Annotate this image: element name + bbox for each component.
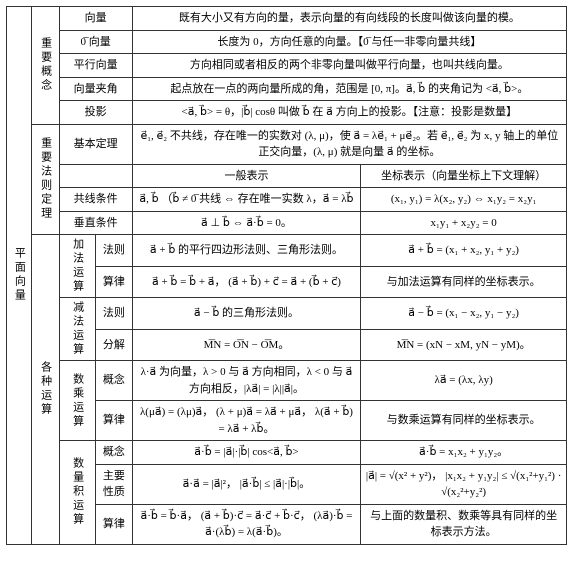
row-head: 概念 (96, 361, 133, 401)
sec1-title: 重要概念 (32, 7, 59, 125)
row-head: 算律 (96, 266, 133, 298)
cell-general: a⃗·a⃗ = |a⃗|²， |a⃗·b⃗| ≤ |a⃗|·|b⃗|。 (132, 464, 361, 504)
sub-title: 减法运算 (59, 298, 96, 361)
cell-coord: a⃗·b⃗ = x₁x₂ + y₁y₂。 (361, 441, 567, 465)
cell-coord: x₁y₁ + x₂y₂ = 0 (361, 211, 567, 235)
cell-coord: 与加法运算有同样的坐标表示。 (361, 266, 567, 298)
col-head-general: 一般表示 (132, 164, 361, 188)
cell-general: a⃗·b⃗ = b⃗·a⃗， (a⃗ + b⃗)·c⃗ = a⃗·c⃗ + b⃗… (132, 504, 361, 544)
cell-coord: 与数乘运算有同样的坐标表示。 (361, 401, 567, 441)
row-text: <a⃗, b⃗> = θ，|b⃗| cosθ 叫做 b⃗ 在 a⃗ 方向上的投影… (132, 101, 566, 125)
cell-general: a⃗ + b⃗ 的平行四边形法则、三角形法则。 (132, 235, 361, 267)
cell-coord: |a⃗| = √(x² + y²)， |x₁x₂ + y₁y₂| ≤ √(x₁²… (361, 464, 567, 504)
cell-coord: a⃗ + b⃗ = (x₁ + x₂, y₁ + y₂) (361, 235, 567, 267)
cell-coord: λa⃗ = (λx, λy) (361, 361, 567, 401)
cell-coord: (x₁, y₁) = λ(x₂, y₂) ⇔ x₁y₂ = x₂y₁ (361, 188, 567, 212)
cell-general: λ·a⃗ 为向量，λ > 0 与 a⃗ 方向相同，λ < 0 与 a⃗ 方向相反… (132, 361, 361, 401)
row-text: 既有大小又有方向的量，表示向量的有向线段的长度叫做该向量的模。 (132, 7, 566, 31)
row-text: 长度为 0，方向任意的向量。【0̅ 与任一非零向量共线】 (132, 30, 566, 54)
row-head: 共线条件 (59, 188, 132, 212)
row-head: 垂直条件 (59, 211, 132, 235)
row-head: 法则 (96, 298, 133, 330)
row-head: 分解 (96, 329, 133, 361)
blank-cell (59, 164, 132, 188)
cell-general: a⃗ ⊥ b⃗ ⇔ a⃗·b⃗ = 0。 (132, 211, 361, 235)
vector-knowledge-table: 平面向量 重要概念 向量 既有大小又有方向的量，表示向量的有向线段的长度叫做该向… (6, 6, 567, 545)
row-head: 投影 (59, 101, 132, 125)
cell-general: a⃗·b⃗ = |a⃗|·|b⃗| cos<a⃗, b⃗> (132, 441, 361, 465)
cell-general: a⃗, b⃗ （b⃗ ≠ 0̅ 共线 ⇔ 存在唯一实数 λ，a⃗ = λb⃗ (132, 188, 361, 212)
sec3-title: 各种运算 (32, 235, 59, 545)
cell-general: a⃗ − b⃗ 的三角形法则。 (132, 298, 361, 330)
row-head: 基本定理 (59, 124, 132, 164)
row-text: 方向相同或者相反的两个非零向量叫做平行向量，也叫共线向量。 (132, 54, 566, 78)
mul-title: 数乘运算 (59, 361, 96, 441)
sec2-title: 重要法则定理 (32, 124, 59, 235)
row-head: 主要性质 (96, 464, 133, 504)
row-head: 平行向量 (59, 54, 132, 78)
row-head: 算律 (96, 401, 133, 441)
cell-general: a⃗ + b⃗ = b⃗ + a⃗， (a⃗ + b⃗) + c⃗ = a⃗ +… (132, 266, 361, 298)
cell-coord: M͞N = (xN − xM, yN − yM)。 (361, 329, 567, 361)
row-head: 0̅ 向量 (59, 30, 132, 54)
cell-general: λ(μa⃗) = (λμ)a⃗， (λ + μ)a⃗ = λa⃗ + μa⃗， … (132, 401, 361, 441)
row-head: 算律 (96, 504, 133, 544)
cell-coord: a⃗ − b⃗ = (x₁ − x₂, y₁ − y₂) (361, 298, 567, 330)
row-head: 概念 (96, 441, 133, 465)
row-text: e⃗₁, e⃗₂ 不共线，存在唯一的实数对 (λ, μ)，使 a⃗ = λe⃗₁… (132, 124, 566, 164)
row-text: 起点放在一点的两向量所成的角，范围是 [0, π]。a⃗, b⃗ 的夹角记为 <… (132, 77, 566, 101)
row-head: 向量夹角 (59, 77, 132, 101)
cell-general: M͞N = O͞N − O͞M。 (132, 329, 361, 361)
col-head-coord: 坐标表示（向量坐标上下文理解） (361, 164, 567, 188)
cell-coord: 与上面的数量积、数乘等具有同样的坐标表示方法。 (361, 504, 567, 544)
row-head: 法则 (96, 235, 133, 267)
row-head: 向量 (59, 7, 132, 31)
root-title: 平面向量 (7, 7, 32, 545)
dot-title: 数量积运算 (59, 441, 96, 545)
add-title: 加法运算 (59, 235, 96, 298)
